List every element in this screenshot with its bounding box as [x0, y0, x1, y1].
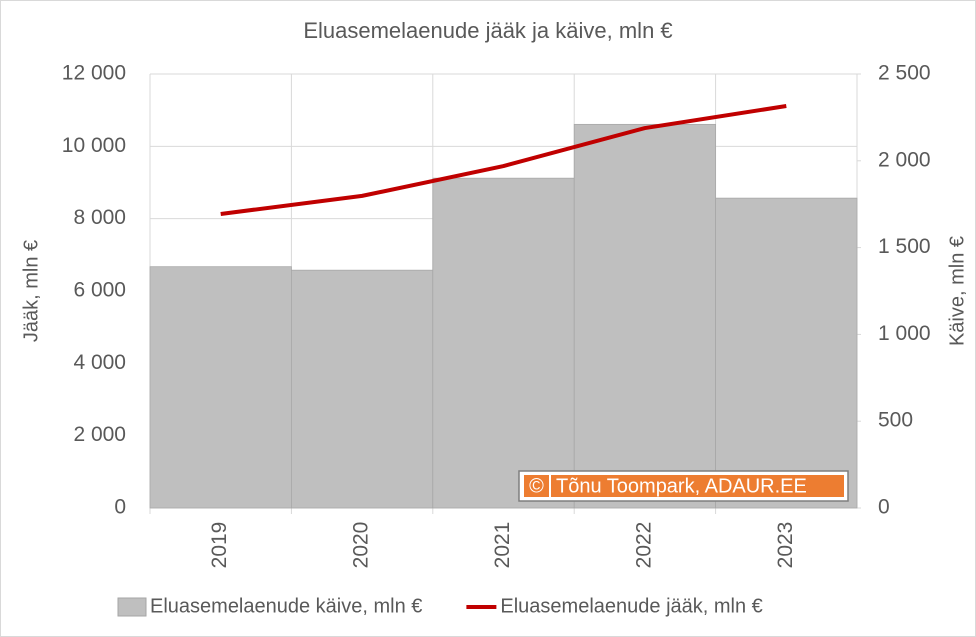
bar [715, 197, 858, 509]
y-tick-label: 10 000 [62, 134, 126, 157]
bar [432, 177, 575, 509]
y-tick-label: 4 000 [73, 351, 126, 374]
y-axis-label: Jääk, mln € [20, 240, 42, 342]
bar [149, 266, 292, 509]
legend-label: Eluasemelaenude käive, mln € [150, 595, 422, 617]
y2-tick-label: 500 [878, 409, 913, 432]
bar [573, 123, 716, 509]
legend-swatch [117, 597, 147, 617]
y-tick-label: 8 000 [73, 206, 126, 229]
x-tick-label: 2020 [350, 522, 373, 569]
y-tick-label: 6 000 [73, 279, 126, 302]
x-tick-label: 2021 [491, 522, 514, 569]
y-tick-label: 0 [114, 496, 126, 519]
chart-title: Eluasemelaenude jääk ja käive, mln € [303, 18, 672, 43]
x-tick-label: 2019 [208, 522, 231, 569]
y2-tick-label: 2 500 [878, 62, 931, 85]
watermark-badge [524, 475, 549, 497]
legend-label: Eluasemelaenude jääk, mln € [500, 595, 762, 617]
y2-tick-label: 0 [878, 496, 890, 519]
y2-tick-label: 1 500 [878, 235, 931, 258]
y2-tick-label: 1 000 [878, 322, 931, 345]
watermark-text: Tõnu Toompark, ADAUR.EE [556, 475, 807, 497]
y-tick-label: 12 000 [62, 62, 126, 85]
line [220, 104, 787, 216]
watermark-text-bg [551, 475, 844, 497]
y-tick-label: 2 000 [73, 423, 126, 446]
watermark-symbol: © [529, 475, 544, 497]
x-tick-label: 2023 [774, 522, 797, 569]
bar [291, 269, 434, 509]
x-tick-label: 2022 [632, 522, 655, 569]
y2-tick-label: 2 000 [878, 148, 931, 171]
y2-axis-label: Käive, mln € [946, 236, 968, 346]
